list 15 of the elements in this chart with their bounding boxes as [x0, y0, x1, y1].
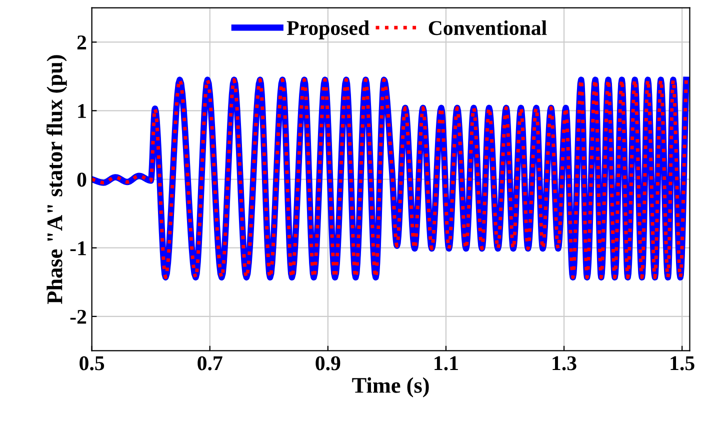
x-tick-label: 0.5 — [80, 356, 104, 370]
x-tick-label: 1.5 — [670, 356, 694, 370]
legend-label: Proposed — [286, 20, 370, 40]
x-tick-label: 1.1 — [434, 356, 458, 370]
legend-label: Conventional — [428, 20, 547, 36]
y-tick-label: 1 — [78, 104, 86, 118]
y-tick-label: 2 — [77, 36, 86, 50]
y-tick-label: -1 — [70, 241, 86, 256]
x-axis-title: Time (s) — [352, 377, 429, 398]
y-tick-label: 0 — [77, 172, 86, 187]
x-tick-label: 0.7 — [198, 356, 222, 370]
x-tick-label: 1.3 — [552, 356, 576, 370]
y-axis-title: Phase "A" stator flux (pu) — [46, 55, 67, 304]
x-tick-label: 0.9 — [316, 356, 340, 370]
y-tick-label: -2 — [70, 310, 86, 324]
